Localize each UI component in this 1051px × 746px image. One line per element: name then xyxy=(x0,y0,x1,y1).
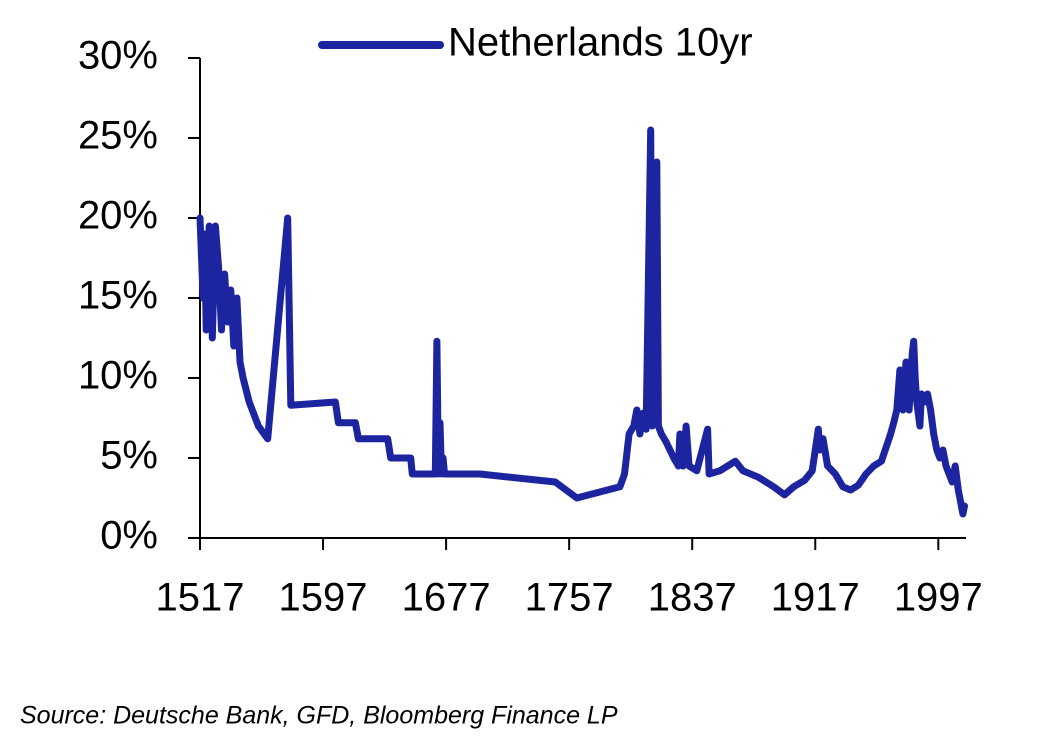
x-tick-label: 1677 xyxy=(402,576,491,620)
x-tick-label: 1837 xyxy=(648,576,737,620)
y-tick-label: 15% xyxy=(78,274,158,318)
x-tick-label: 1597 xyxy=(279,576,368,620)
y-tick-label: 10% xyxy=(78,354,158,398)
y-tick-label: 0% xyxy=(100,514,158,558)
x-tick-label: 1917 xyxy=(771,576,860,620)
x-tick-label: 1997 xyxy=(894,576,983,620)
x-tick-label: 1757 xyxy=(525,576,614,620)
y-tick-label: 20% xyxy=(78,194,158,238)
legend-label: Netherlands 10yr xyxy=(448,21,753,65)
y-tick-label: 5% xyxy=(100,434,158,478)
source-note: Source: Deutsche Bank, GFD, Bloomberg Fi… xyxy=(20,702,618,730)
y-tick-label: 25% xyxy=(78,114,158,158)
series-line xyxy=(196,126,968,518)
x-tick-label: 1517 xyxy=(156,576,245,620)
y-tick-label: 30% xyxy=(78,34,158,78)
